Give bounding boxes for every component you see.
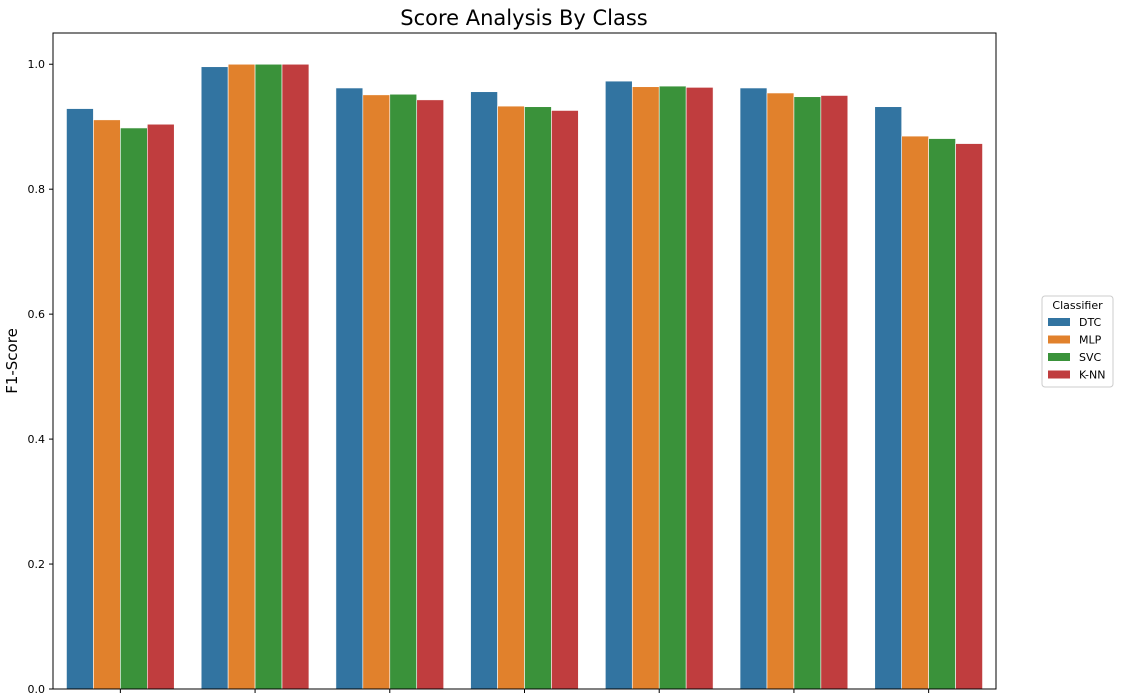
legend-label-k-nn: K-NN [1079,369,1106,382]
bar-svc-2 [389,93,418,690]
bar-svc-6 [928,138,956,690]
legend-swatch-svc [1048,353,1070,361]
bars-group [66,63,983,690]
bar-dtc-2 [335,87,364,690]
bar-svc-0 [120,127,148,690]
bar-k-nn-5 [820,95,849,690]
y-tick-label: 0.4 [28,433,46,446]
bar-k-nn-6 [955,143,983,690]
legend-swatch-dtc [1048,318,1070,326]
axes-group: 0.0 0.2 0.4 0.6 0.8 1.0 [28,32,997,696]
legend-swatch-k-nn [1048,370,1070,379]
bar-k-nn-3 [551,110,579,690]
bar-svc-5 [793,96,822,690]
bar-k-nn-4 [685,87,714,690]
legend-label-mlp: MLP [1079,334,1102,347]
y-tick-label: 1.0 [28,58,46,71]
legend-title: Classifier [1052,299,1103,312]
bar-dtc-0 [66,108,94,690]
chart-title: Score Analysis By Class [400,6,647,30]
legend-label-svc: SVC [1079,351,1102,364]
bar-svc-1 [254,63,283,690]
legend-swatch-mlp [1048,335,1070,344]
y-tick-label: 0.6 [28,308,46,321]
bar-mlp-4 [631,86,660,690]
bar-mlp-1 [227,63,256,690]
y-tick-label: 0.0 [28,683,46,696]
bar-mlp-0 [93,119,121,690]
legend-label-dtc: DTC [1079,316,1102,329]
bar-svc-4 [658,85,687,690]
bar-dtc-4 [605,80,633,690]
bar-svc-3 [524,106,552,690]
bar-mlp-3 [497,105,525,690]
bar-mlp-2 [362,94,391,690]
bar-k-nn-0 [147,123,175,690]
bar-mlp-5 [766,92,795,690]
y-tick-label: 0.8 [28,183,46,196]
bar-dtc-6 [874,106,903,690]
y-tick-label: 0.2 [28,558,46,571]
bar-dtc-1 [200,66,229,690]
bar-k-nn-1 [281,63,310,690]
y-axis-label: F1-Score [3,328,21,394]
bar-k-nn-2 [416,99,444,690]
bar-dtc-3 [470,91,498,690]
legend: Classifier DTC MLP SVC K-NN [1041,295,1114,388]
bar-mlp-6 [901,135,929,690]
bar-dtc-5 [739,87,768,690]
